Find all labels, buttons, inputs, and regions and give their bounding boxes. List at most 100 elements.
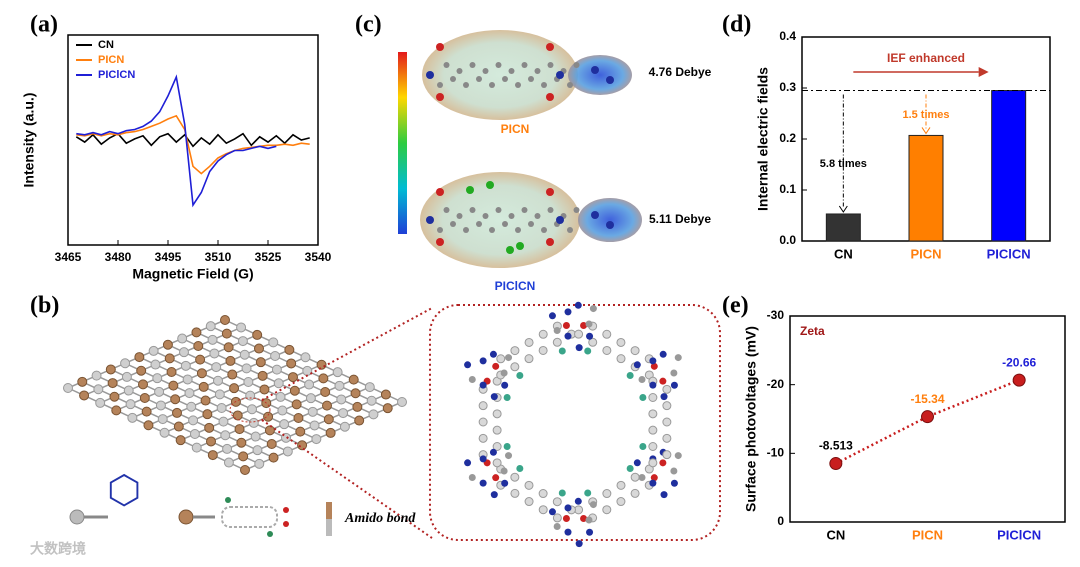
x-tick-label: PIClCN <box>987 246 1031 261</box>
atom <box>222 443 233 454</box>
atom <box>588 337 598 347</box>
atom <box>291 399 302 410</box>
atom <box>316 359 327 370</box>
atom <box>546 43 554 51</box>
atom <box>528 221 534 227</box>
atom <box>501 381 509 389</box>
atom <box>179 347 189 358</box>
atom <box>166 367 177 377</box>
atom <box>257 370 268 381</box>
legend-label: CN <box>98 39 114 51</box>
arrow-head <box>921 127 931 135</box>
atom <box>207 450 218 461</box>
atom <box>670 381 678 389</box>
atom <box>521 207 528 213</box>
atom <box>602 505 612 515</box>
atom <box>273 378 284 389</box>
legend-label: PICN <box>98 54 124 66</box>
dipole-label: 4.76 Debye <box>649 65 712 79</box>
atom <box>107 378 118 389</box>
bar <box>908 134 944 242</box>
watermark: 大数跨境 <box>30 541 86 557</box>
atom <box>649 381 657 389</box>
plot-frame <box>789 315 1066 523</box>
bar <box>991 90 1027 242</box>
y-tick-label: 0.3 <box>779 80 796 94</box>
atom <box>469 207 476 213</box>
esp-surface <box>420 30 642 268</box>
atom <box>236 322 247 333</box>
panel-label: (b) <box>30 293 59 319</box>
atom <box>211 362 222 373</box>
atom <box>602 345 612 355</box>
atom <box>120 358 131 369</box>
atom <box>154 386 165 397</box>
atom <box>234 424 245 435</box>
atom <box>558 489 566 497</box>
atom <box>436 188 444 196</box>
value-label: -8.513 <box>819 439 853 453</box>
y-tick-label: -30 <box>767 308 785 322</box>
atom <box>574 301 582 309</box>
atom <box>205 321 216 332</box>
atom <box>352 401 363 412</box>
atom <box>134 352 145 363</box>
atom <box>564 308 572 316</box>
atom <box>240 465 250 475</box>
atom <box>207 334 218 345</box>
atom <box>162 339 173 350</box>
atom <box>492 442 502 451</box>
atom <box>236 437 247 448</box>
value-label: -15.34 <box>910 392 944 406</box>
atom <box>534 68 541 74</box>
atom <box>279 419 290 430</box>
x-tick-label: PICN <box>910 246 941 261</box>
atom <box>464 459 472 467</box>
atom <box>505 354 513 362</box>
atom <box>304 379 315 390</box>
framework-ring <box>464 301 682 548</box>
x-tick-label: PICN <box>912 527 943 542</box>
atom <box>295 426 306 437</box>
atom <box>196 368 207 379</box>
atom <box>524 497 534 507</box>
atom <box>478 433 488 443</box>
atom <box>105 364 116 375</box>
atom <box>368 409 379 420</box>
atom <box>591 211 599 219</box>
atom <box>648 425 658 435</box>
atom <box>182 374 193 385</box>
atom <box>159 427 170 438</box>
atom <box>322 400 332 411</box>
atom <box>288 372 298 383</box>
atom <box>674 452 682 460</box>
atom <box>492 458 502 468</box>
atom <box>138 379 148 390</box>
atom <box>591 66 599 74</box>
atom <box>495 207 502 213</box>
y-axis-label: Intensity (a.u.) <box>21 93 37 188</box>
atom <box>157 414 168 425</box>
atom <box>638 375 646 383</box>
atom <box>490 491 498 499</box>
atom <box>195 354 206 365</box>
atom <box>639 394 647 401</box>
annotation: 1.5 times <box>902 109 949 121</box>
atom <box>659 350 667 358</box>
atom <box>552 513 562 523</box>
atom <box>339 421 350 432</box>
atom <box>170 394 181 405</box>
atom <box>476 76 482 82</box>
atom <box>125 399 136 410</box>
atom <box>660 491 668 499</box>
atom <box>503 394 511 401</box>
atom <box>302 365 313 376</box>
atom <box>558 347 566 355</box>
atom <box>270 351 281 361</box>
atom <box>630 346 640 356</box>
plot-frame <box>67 34 319 246</box>
atom <box>221 328 232 339</box>
atom <box>630 472 640 482</box>
x-tick-label: 3480 <box>105 250 132 264</box>
atom <box>456 68 463 74</box>
